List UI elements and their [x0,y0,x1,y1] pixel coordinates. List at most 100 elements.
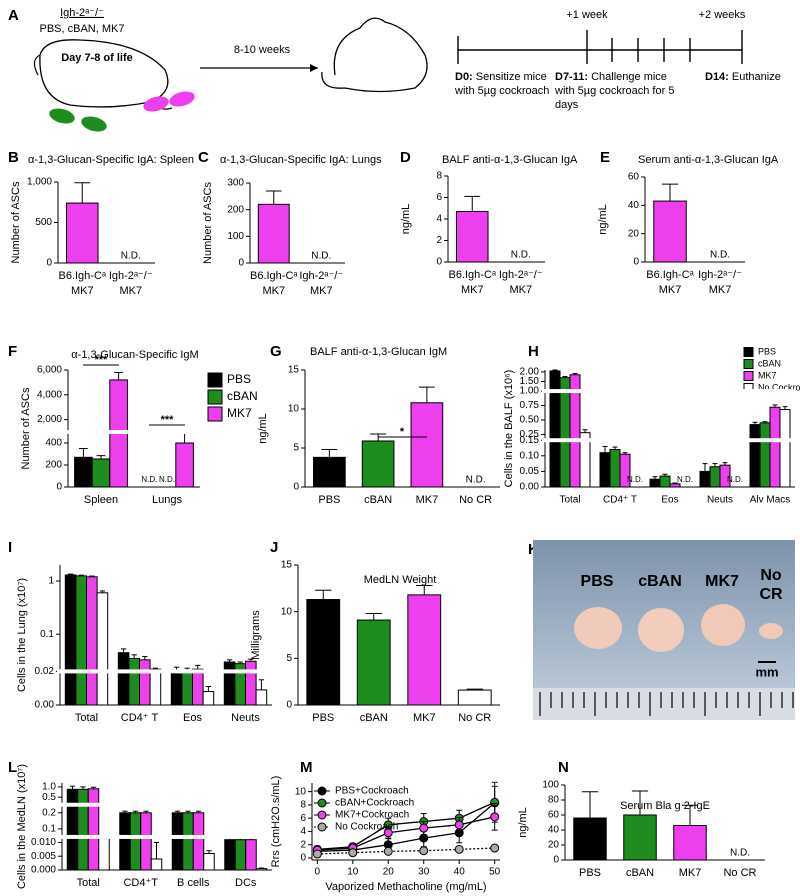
y-tick-label: 1,000 [27,177,52,188]
x-tick-label: Igh-2ᵃ⁻/⁻ [698,269,742,281]
bar [457,689,492,706]
y-tick-label: 0.05 [520,466,540,477]
point [419,833,429,843]
value-label: N.D. [730,848,750,859]
axis-break [59,802,65,807]
panel-letter: L [8,759,17,776]
panel-k: K PBS cBAN MK7 No CR mm [528,540,795,720]
legend-marker [317,810,327,820]
y-tick-label: 0 [286,700,292,711]
step-text: with 5µg cockroach [454,85,549,97]
bar [224,839,236,871]
axis-break [65,430,71,435]
pup-outline [39,39,169,108]
timeline-label: +1 week [566,9,608,21]
chart: M Rrs (cmH2O.s/mL) 0 2 4 6 8 10 0 10 20 30 40 50Vapor… [270,759,501,893]
bar [769,406,781,488]
point [490,812,500,822]
x-tick-sublabel: MK7 [659,284,682,296]
y-tick-label: 6 [300,813,306,824]
y-axis-label: Cells in the MedLN (x10⁷) [16,764,28,889]
bar [128,657,140,706]
bar [74,456,93,488]
bar [245,660,257,706]
x-tick-label: Igh-2ᵃ⁻/⁻ [299,270,343,282]
timeline-step: D7-11: Challenge mice [555,71,667,83]
chart: E Serum anti-α-1,3-Glucan IgA ng/mL 0 20 40 60… [597,149,779,296]
y-tick-label: 0 [633,257,639,268]
chart-title: MedLN Weight [364,574,437,586]
x-tick-sublabel: MK7 [119,285,142,297]
legend-swatch [743,359,754,369]
bar [313,456,346,488]
x-tick-label: Total [559,495,580,506]
x-tick-label: Eos [661,495,678,506]
x-tick-sublabel: MK7 [310,285,333,297]
bar [91,458,111,488]
bar [171,812,184,871]
timeline-label: +2 weeks [699,9,746,21]
value-label: N.D. [466,475,486,486]
x-tick-label: PBS [312,712,334,724]
pill-green [49,108,75,124]
bar [573,817,607,861]
bar [361,440,395,488]
y-tick-label: 0.00 [520,482,540,493]
y-tick-label: 400 [45,438,62,449]
x-tick-label: Alv Macs [750,495,791,506]
y-tick-label: 10 [295,786,307,797]
x-tick-label: DCs [235,877,257,889]
bar [223,661,236,706]
x-tick-label: PBS [318,494,340,506]
y-tick-label: 0.1 [42,824,56,835]
bar [257,203,290,264]
y-tick-label: 5 [286,653,292,664]
bar [182,812,194,871]
y-axis-label: Cells in the BALF (x10⁶) [503,370,515,488]
arrow-head [310,64,318,72]
panel-letter: M [300,759,313,776]
y-tick-label: 1.0 [42,782,56,793]
pill-magenta [169,91,195,107]
x-tick-label: 30 [418,867,430,878]
y-tick-label: 6 [436,192,442,203]
y-tick-label: 1.00 [520,386,540,397]
y-axis-label: ng/mL [597,204,609,235]
x-tick-label: Lungs [152,494,182,506]
bar [255,689,268,706]
bar [649,478,661,488]
y-tick-label: 20 [548,840,560,851]
legend-swatch [743,371,754,381]
value-label: N.D. [511,250,531,261]
panel-letter: I [8,539,12,556]
bar [779,409,791,488]
bar [623,814,657,861]
chart-title: α-1,3-Glucan-Specific IgA: Lungs [220,154,382,166]
bar [609,449,621,488]
y-tick-label: 300 [227,178,244,189]
x-tick-label: No CR [459,494,492,506]
point [383,828,393,838]
axis-break [57,669,63,674]
pill-green [81,116,107,132]
lymph-node [759,623,783,639]
y-tick-label: 200 [227,204,244,215]
y-tick-label: 8 [436,171,442,182]
x-tick-label: cBAN [360,712,388,724]
y-tick-label: 100 [542,780,559,791]
chart-title: BALF anti-α-1,3-Glucan IgM [310,346,447,358]
x-tick-label: B6.Igh-Cᵃ [250,270,298,282]
x-tick-label: No CR [723,867,756,879]
chart: D BALF anti-α-1,3-Glucan IgA ng/mL 0 2 4 6 8 B6.… [400,149,578,296]
y-tick-label: 8 [300,800,306,811]
y-tick-label: 0 [56,482,62,493]
bar [175,442,194,488]
step-label: D7-11: [555,71,588,83]
x-tick-sublabel: MK7 [71,285,94,297]
y-tick-label: 0.010 [31,837,56,848]
y-tick-label: 0.10 [520,450,540,461]
